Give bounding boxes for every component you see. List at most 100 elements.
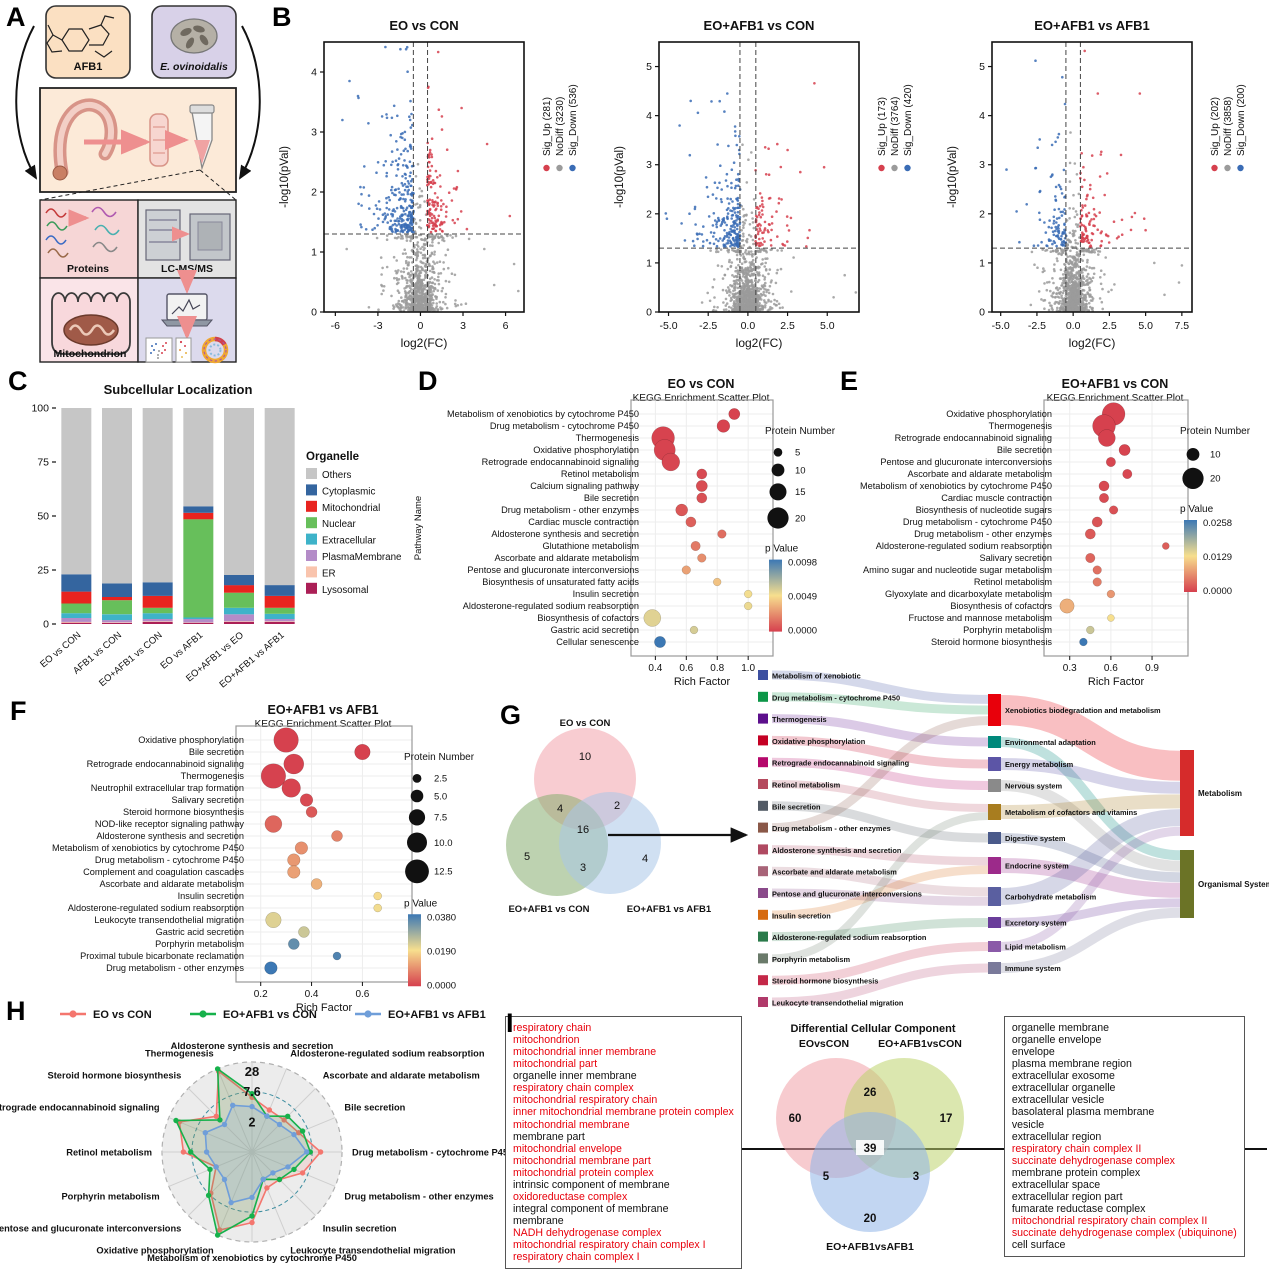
x-tick-label: 5.0	[1138, 320, 1153, 332]
data-point	[854, 291, 858, 294]
data-point	[420, 283, 423, 286]
data-point	[1153, 261, 1156, 265]
data-point	[705, 185, 709, 189]
data-point	[442, 267, 446, 271]
radar-axis-label: Aldosterone-regulated sodium reabsorptio…	[290, 1049, 485, 1059]
data-point	[409, 226, 412, 230]
data-point	[752, 264, 755, 267]
data-point	[760, 196, 764, 199]
data-point	[402, 197, 405, 201]
data-point	[779, 267, 783, 271]
data-point	[437, 275, 440, 279]
y-axis-label: Pathway Name	[413, 496, 424, 560]
data-point	[738, 230, 741, 234]
data-point	[411, 199, 414, 202]
data-point	[401, 234, 404, 238]
data-point	[437, 236, 441, 240]
venn-count: 20	[863, 1213, 876, 1225]
sankey-left-label: Oxidative phosphorylation	[772, 737, 866, 746]
data-point	[720, 265, 724, 268]
radar-point	[203, 1149, 210, 1155]
cellular-component-item: respiratory chain complex	[513, 1082, 634, 1095]
radar-point	[285, 1164, 291, 1170]
cellular-component-item: basolateral plasma membrane	[1011, 1106, 1155, 1119]
data-point	[396, 163, 399, 167]
x-tick-label: -6	[331, 320, 340, 332]
size-legend-label: 12.5	[434, 867, 453, 878]
data-point	[395, 140, 398, 143]
data-point	[402, 223, 405, 226]
data-point	[385, 201, 389, 205]
size-legend-label: 15	[795, 487, 806, 498]
radar-point	[291, 1131, 297, 1138]
data-point	[777, 197, 781, 200]
data-point	[444, 215, 448, 218]
data-point	[385, 174, 388, 178]
data-point	[723, 229, 726, 232]
data-point	[1077, 260, 1081, 263]
data-point	[1056, 288, 1060, 292]
data-point	[759, 292, 763, 296]
data-point	[1049, 239, 1052, 242]
data-point	[1085, 282, 1089, 286]
sankey-mid-node	[988, 779, 1001, 792]
cellular-component-item: mitochondrial respiratory chain complex …	[1011, 1215, 1208, 1227]
data-point	[390, 212, 393, 216]
data-point	[1054, 198, 1057, 202]
data-point	[1054, 185, 1058, 189]
data-point	[410, 112, 413, 116]
data-point	[1071, 263, 1074, 266]
y-tick-label: 2	[311, 187, 317, 199]
data-point	[1057, 302, 1061, 305]
data-point	[364, 228, 368, 231]
cellular-component-item: envelope	[1011, 1046, 1055, 1059]
data-point	[395, 282, 399, 286]
data-point	[725, 291, 729, 295]
data-point	[1058, 252, 1061, 255]
data-point	[744, 251, 747, 254]
sankey-left-label: Metabolism of xenobiotic	[772, 672, 861, 681]
radar-spoke	[251, 1151, 287, 1236]
mitochondrion-icon	[51, 292, 131, 355]
data-point	[769, 238, 773, 242]
data-point	[412, 191, 415, 195]
data-point	[375, 207, 379, 210]
data-point	[750, 280, 753, 284]
data-point	[1060, 302, 1063, 305]
data-point	[430, 213, 434, 216]
data-point	[432, 260, 435, 263]
venn-set-label: EO+AFB1vsAFB1	[826, 1241, 914, 1253]
data-point	[403, 200, 407, 203]
data-point	[736, 214, 740, 218]
data-point	[1076, 291, 1080, 294]
legend-swatch	[306, 484, 317, 496]
cellular-component-item: extracellular exosome	[1011, 1070, 1115, 1083]
data-point	[378, 208, 382, 211]
p-value-gradient	[1184, 520, 1197, 592]
data-point	[409, 179, 413, 183]
data-point	[421, 245, 424, 249]
cellular-component-item: mitochondrial protein complex	[513, 1166, 654, 1179]
data-point	[747, 270, 751, 274]
data-point	[1113, 283, 1116, 286]
data-point	[1040, 240, 1043, 244]
sankey-mid-label: Environmental adaptation	[1005, 738, 1096, 747]
data-point	[1068, 278, 1071, 281]
data-point	[735, 253, 739, 257]
data-point	[415, 293, 419, 296]
data-point	[1074, 245, 1077, 249]
legend-label: Cytoplasmic	[322, 486, 375, 497]
data-point	[1069, 287, 1073, 291]
data-point	[403, 138, 407, 141]
data-point	[1060, 296, 1064, 300]
legend-dot	[569, 164, 576, 172]
data-point	[757, 308, 761, 311]
data-point	[1076, 288, 1080, 291]
sankey-mid-label: Metabolism of cofactors and vitamins	[1005, 808, 1137, 817]
data-point	[1060, 284, 1064, 287]
data-point	[404, 177, 407, 180]
venn-set-label: EO+AFB1 vs CON	[508, 904, 589, 915]
data-point	[1061, 281, 1064, 285]
data-point	[1055, 292, 1058, 295]
data-point	[763, 306, 767, 309]
